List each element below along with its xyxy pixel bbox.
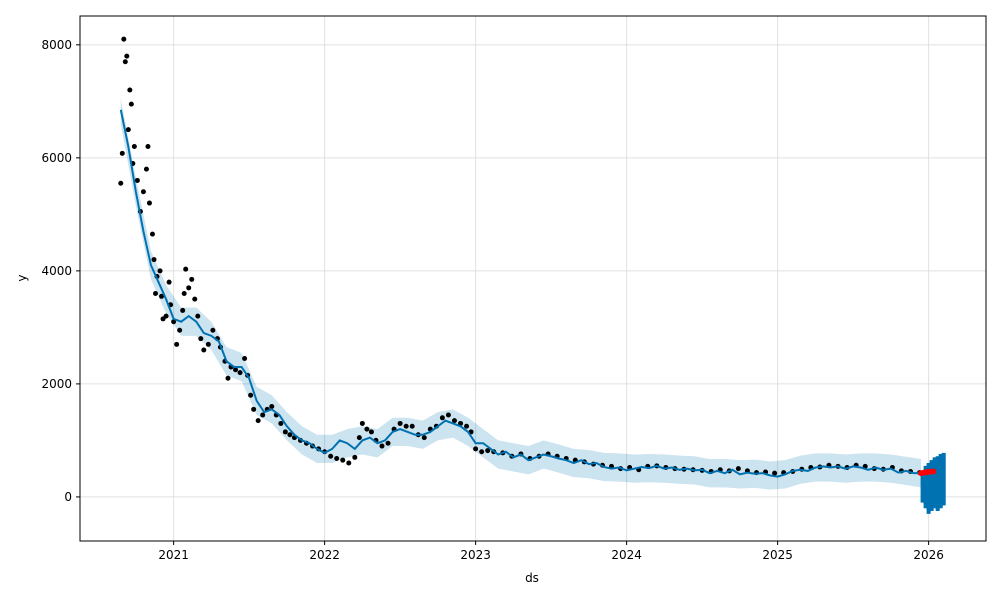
data-point: [210, 327, 216, 333]
forecast-line: [119, 109, 922, 478]
y-tick-label: 4000: [41, 264, 72, 278]
data-point: [180, 307, 186, 313]
x-axis-label: ds: [525, 571, 539, 585]
plot-frame: [79, 15, 987, 542]
data-point: [328, 453, 334, 459]
data-point: [485, 448, 491, 454]
data-point: [159, 293, 165, 299]
data-point: [242, 355, 248, 361]
data-point: [118, 180, 124, 186]
data-point: [127, 87, 133, 93]
data-point: [122, 59, 128, 65]
data-point: [445, 412, 451, 418]
y-tick-label: 2000: [41, 377, 72, 391]
data-point: [149, 231, 155, 237]
data-point: [174, 341, 180, 347]
data-point: [260, 412, 266, 418]
x-tick-label: 2021: [158, 548, 189, 562]
data-point: [140, 189, 146, 195]
data-point: [340, 457, 346, 463]
y-tick-label: 6000: [41, 151, 72, 165]
data-point: [368, 429, 374, 435]
x-tick-label: 2025: [762, 548, 793, 562]
data-point: [225, 375, 231, 381]
data-point: [171, 319, 177, 325]
x-tick-label: 2026: [913, 548, 944, 562]
data-point: [282, 429, 288, 435]
data-point: [334, 455, 340, 461]
data-point: [183, 266, 189, 272]
data-point: [403, 423, 409, 429]
x-tick-label: 2023: [460, 548, 491, 562]
data-point: [385, 440, 391, 446]
data-point: [157, 268, 163, 274]
data-point: [352, 454, 358, 460]
data-point: [255, 418, 261, 424]
data-point: [146, 200, 152, 206]
data-point: [125, 127, 131, 133]
data-point: [233, 367, 239, 373]
data-point: [195, 313, 201, 319]
data-point: [458, 420, 464, 426]
data-point: [451, 418, 457, 424]
data-point: [356, 435, 362, 441]
data-point: [119, 150, 125, 156]
data-point: [772, 470, 778, 476]
data-point: [439, 415, 445, 421]
data-point: [237, 370, 243, 376]
data-point: [186, 285, 192, 291]
data-point: [128, 101, 134, 107]
data-point: [251, 406, 257, 412]
data-point: [269, 404, 275, 410]
data-point: [346, 460, 352, 466]
data-point: [189, 276, 195, 282]
data-point: [409, 423, 415, 429]
data-point: [735, 466, 741, 472]
data-point: [163, 313, 169, 319]
y-tick-label: 8000: [41, 38, 72, 52]
data-point: [153, 290, 158, 296]
data-point: [143, 166, 149, 172]
data-point: [145, 144, 151, 150]
data-point: [364, 426, 370, 432]
data-point: [166, 279, 172, 285]
y-axis-label: y: [15, 274, 29, 281]
data-point: [205, 341, 211, 347]
data-point: [248, 392, 254, 398]
data-point: [201, 347, 207, 353]
data-point: [192, 296, 198, 302]
data-point: [397, 420, 403, 426]
y-tick-label: 0: [64, 490, 72, 504]
data-point: [121, 36, 127, 42]
data-point: [464, 423, 470, 429]
data-point: [131, 144, 137, 150]
data-point: [359, 420, 365, 426]
data-point: [421, 435, 427, 441]
data-point: [473, 446, 479, 452]
data-point: [379, 443, 385, 449]
data-point: [134, 177, 140, 183]
data-point: [177, 327, 183, 333]
recent-point: [930, 468, 937, 475]
data-point: [287, 432, 293, 438]
data-point: [198, 336, 204, 342]
x-tick-label: 2022: [309, 548, 340, 562]
x-tick-label: 2024: [611, 548, 642, 562]
data-point: [479, 449, 485, 455]
data-point: [151, 257, 157, 263]
data-point: [124, 53, 130, 59]
data-point: [181, 290, 187, 296]
data-point: [278, 420, 284, 426]
